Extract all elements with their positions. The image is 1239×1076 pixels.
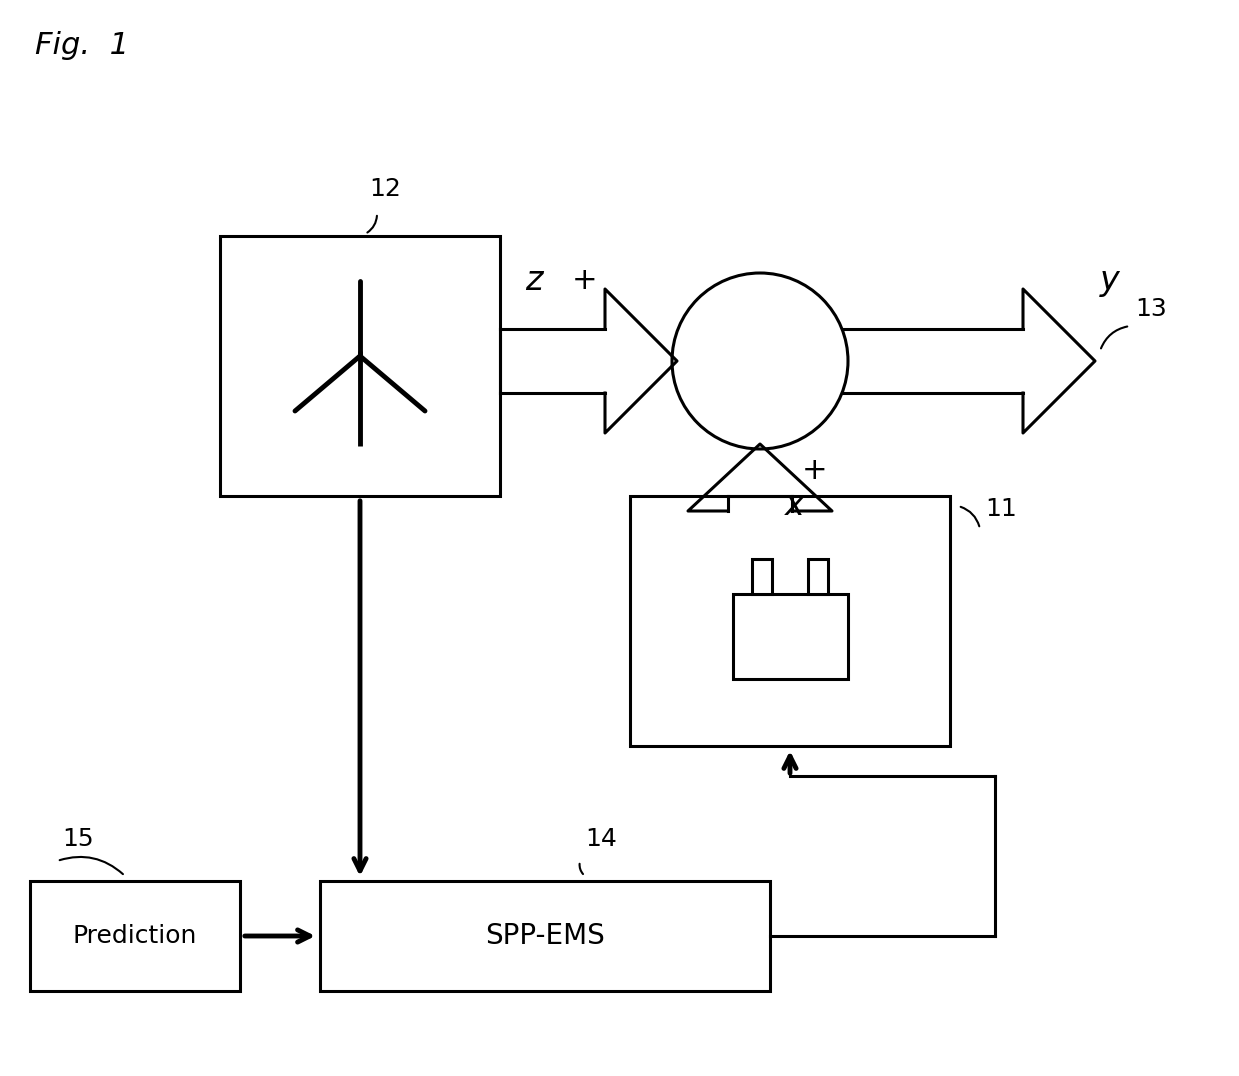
Bar — [30, 881, 240, 991]
Bar — [320, 881, 769, 991]
Text: 13: 13 — [1135, 297, 1167, 321]
Text: +: + — [802, 456, 828, 485]
Bar — [629, 496, 950, 746]
Text: 15: 15 — [62, 827, 94, 851]
Text: y: y — [1100, 265, 1120, 297]
Text: 14: 14 — [585, 827, 617, 851]
Text: Fig.  1: Fig. 1 — [35, 31, 129, 60]
Bar — [808, 558, 828, 594]
Text: SPP-EMS: SPP-EMS — [486, 922, 605, 950]
Text: 12: 12 — [369, 176, 401, 201]
Bar — [752, 558, 772, 594]
Text: z: z — [525, 265, 543, 297]
Bar — [221, 236, 501, 496]
Text: Prediction: Prediction — [73, 924, 197, 948]
Bar — [732, 594, 847, 679]
Text: 11: 11 — [985, 497, 1017, 521]
Text: +: + — [572, 267, 597, 296]
Text: x: x — [786, 490, 805, 523]
